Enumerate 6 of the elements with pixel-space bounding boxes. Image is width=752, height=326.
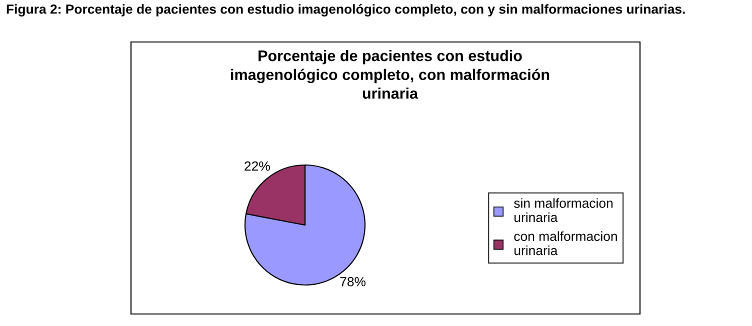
legend-label: con malformacion urinaria [514, 231, 617, 256]
legend-label: sin malformacion urinaria [514, 198, 613, 222]
chart-title: Porcentaje de pacientes con estudio imagenológico completo, con malformación urinaria [231, 50, 550, 99]
data-label: 78% [340, 276, 366, 286]
data-label: 22% [244, 161, 270, 171]
text: Figura 2: Porcentaje de pacientes con estudio imagenológico completo, con y sin malformaciones urinarias. [6, 4, 685, 16]
